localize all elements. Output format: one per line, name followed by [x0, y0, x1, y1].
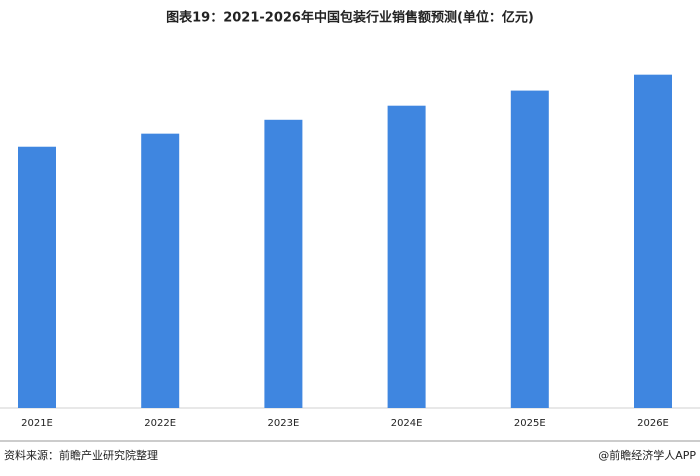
- x-tick-label: 2024E: [391, 418, 423, 429]
- bar: [264, 119, 303, 408]
- bar: [387, 105, 426, 408]
- x-tick-label: 2021E: [21, 418, 53, 429]
- x-tick-label: 2026E: [637, 418, 669, 429]
- x-tick-label: 2025E: [514, 418, 546, 429]
- bar: [18, 146, 56, 408]
- x-tick-label: 2023E: [268, 418, 300, 429]
- bar: [141, 133, 180, 408]
- brand: @前瞻经济学人APP: [598, 448, 696, 462]
- bar: [634, 74, 672, 409]
- x-tick-label: 2022E: [144, 418, 176, 429]
- chart-title: 图表19：2021-2026年中国包装行业销售额预测(单位：亿元): [166, 10, 534, 26]
- source-note: 资料来源：前瞻产业研究院整理: [4, 448, 158, 462]
- bar: [510, 90, 549, 409]
